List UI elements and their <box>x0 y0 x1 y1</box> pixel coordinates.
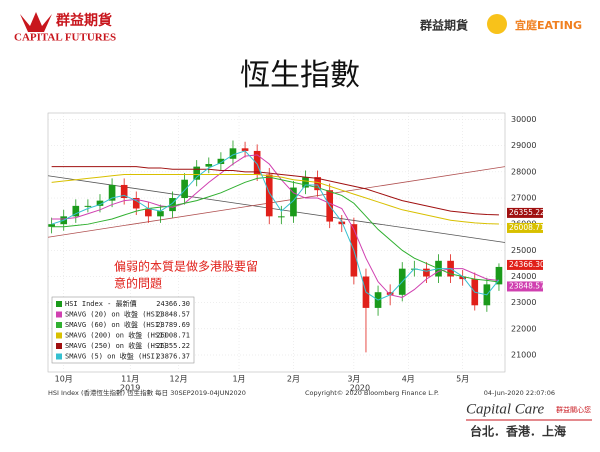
candle-body <box>265 174 273 217</box>
candle-body <box>229 148 237 159</box>
title: 恆生指數 <box>240 58 360 93</box>
legend-value: 23876.37 <box>156 353 190 361</box>
ma-line <box>51 173 499 225</box>
legend-swatch <box>56 332 62 339</box>
candle-body <box>120 184 128 199</box>
legend-swatch <box>56 353 62 360</box>
logo-mark <box>20 12 52 32</box>
legend-name: SMAVG (20) on 收盤 (HSI) <box>65 310 163 319</box>
care: Capital Care <box>466 401 545 417</box>
legend-name: SMAVG (250) on 收盤 (HSI) <box>65 341 168 350</box>
footer-stamp: 04-Jun-2020 22:07:06 <box>484 389 555 397</box>
value-tag <box>507 222 543 233</box>
legend-value: 23789.69 <box>156 321 190 329</box>
plot: 2100022000230002400025000260002700028000… <box>47 113 545 393</box>
value-tag <box>507 207 543 218</box>
x-tick-label: 3月 <box>347 375 360 384</box>
candle-body <box>314 177 321 191</box>
y-tick-label: 22000 <box>511 324 536 333</box>
legend-value: 24366.30 <box>156 300 190 308</box>
footer-source: HSI Index (香港恆生指數) 恆生指數 每日 30SEP2019-04J… <box>48 388 246 397</box>
x-tick-label: 2月 <box>287 375 300 384</box>
trend-line <box>47 175 506 243</box>
legend-value: 23848.57 <box>156 311 190 319</box>
y-tick-label: 27000 <box>511 194 536 203</box>
legend-value: 26355.22 <box>156 342 190 350</box>
x-tick-label: 11月 <box>121 375 139 384</box>
ma-line <box>51 150 500 301</box>
value-tag <box>507 281 543 292</box>
ma-line <box>51 176 500 283</box>
candle-body <box>290 187 297 217</box>
candle-body <box>181 179 188 199</box>
annotation: 意的問題 <box>114 276 162 291</box>
trend-line <box>47 166 506 238</box>
candle-body <box>386 292 394 295</box>
candle-body <box>169 198 176 212</box>
value-tag-label: 26355.22 <box>509 208 545 217</box>
value-tag <box>507 259 543 270</box>
legend-swatch <box>56 311 62 318</box>
legend-swatch <box>56 343 62 349</box>
legend-name: SMAVG (200) on 收盤 (HSI) <box>65 331 168 340</box>
candle-body <box>72 205 80 217</box>
legend-name: SMAVG (5) on 收盤 (HSI) <box>65 352 159 361</box>
care-sub: 群益關心您 <box>556 405 591 414</box>
x-tick-label: 12月 <box>169 375 187 384</box>
candle-body <box>108 184 116 201</box>
y-tick-label: 23000 <box>511 298 536 307</box>
candle-body <box>96 200 104 206</box>
legend-box <box>51 296 195 364</box>
right-sub: 宜庭EATING <box>515 18 582 32</box>
value-tag-label: 26008.71 <box>509 223 545 232</box>
y-tick-label: 29000 <box>511 141 536 150</box>
candle-body <box>241 148 249 151</box>
legend-name: SMAVG (60) on 收盤 (HSI) <box>65 320 163 329</box>
candle-body <box>423 268 430 277</box>
candle-body <box>157 211 164 217</box>
legend-value: 26008.71 <box>156 332 190 340</box>
legend-name: HSI Index - 最新價 <box>65 299 137 308</box>
candle-body <box>253 150 261 175</box>
cities: 台北．香港．上海 <box>470 424 566 439</box>
x-tick-label: 5月 <box>456 375 469 384</box>
year-label: 2019 <box>120 384 140 393</box>
candle-body <box>459 276 467 280</box>
legend: HSI Index - 最新價 24366.30 SMAVG (20) on 收盤 … <box>56 299 190 361</box>
brand-en: CAPITAL FUTURES <box>14 32 116 44</box>
y-tick-label: 30000 <box>511 115 536 124</box>
candle-body <box>84 205 92 207</box>
annotation: 偏弱的本質是做多港股要留 <box>114 259 258 274</box>
y-tick-label: 25000 <box>511 246 536 255</box>
candle-body <box>278 216 285 218</box>
candle-body <box>132 198 140 209</box>
x-tick-label: 1月 <box>232 375 245 384</box>
candle-body <box>302 177 309 188</box>
value-tag-label: 23848.57 <box>509 281 545 290</box>
x-tick-label: 4月 <box>402 375 415 384</box>
y-tick-label: 24000 <box>511 272 536 281</box>
y-tick-label: 28000 <box>511 167 536 176</box>
candle-body <box>48 224 55 227</box>
candle-body <box>338 221 346 225</box>
y-tick-label: 21000 <box>511 350 536 359</box>
ma-line <box>51 166 499 216</box>
legend-swatch <box>56 322 62 328</box>
sun-icon <box>487 14 507 34</box>
candle-body <box>205 164 213 167</box>
value-tag-label: 24366.30 <box>509 260 545 269</box>
candle-body <box>145 208 152 217</box>
legend-swatch <box>56 301 62 307</box>
candle-body <box>217 158 225 165</box>
right-brand: 群益期貨 <box>419 18 468 33</box>
x-tick-label: 10月 <box>55 375 73 384</box>
ma-line <box>51 154 500 298</box>
brand: 群益期貨 <box>55 12 112 29</box>
footer-copyright: Copyright© 2020 Bloomberg Finance L.P. <box>305 389 439 397</box>
candle-body <box>193 166 201 180</box>
candle-body <box>495 266 503 285</box>
year-label: 2020 <box>350 384 370 393</box>
